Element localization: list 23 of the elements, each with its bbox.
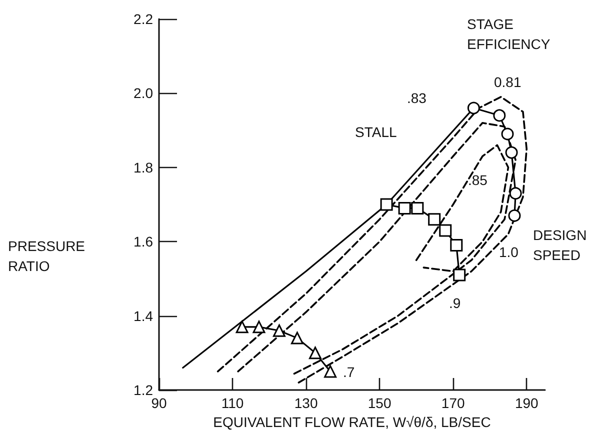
- x-tick-label: 190: [514, 395, 539, 411]
- annotation: STAGE EFFICIENCY: [467, 16, 551, 52]
- x-tick-label: 110: [221, 395, 244, 411]
- x-tick-label: 130: [294, 395, 318, 411]
- x-tick-label: 90: [151, 395, 167, 411]
- annotation: 1.0: [499, 244, 519, 260]
- annotation: .9: [449, 295, 461, 311]
- y-tick-label: 1.4: [134, 308, 154, 324]
- annotation: .83: [407, 90, 427, 106]
- x-tick-label: 170: [441, 395, 465, 411]
- annotation: DESIGN SPEED: [533, 227, 587, 263]
- x-axis-title: EQUIVALENT FLOW RATE, W√θ/δ, LB/SEC: [213, 414, 491, 430]
- y-tick-label: 2.0: [134, 85, 154, 102]
- annotation: .85: [468, 172, 488, 188]
- y-tick-label: 2.2: [134, 11, 154, 27]
- annotation: STALL: [355, 124, 397, 140]
- y-tick-label: 1.2: [134, 382, 154, 398]
- annotation: 0.81: [494, 74, 522, 90]
- x-tick-label: 150: [368, 395, 392, 411]
- y-axis-title: PRESSURE RATIO: [8, 238, 86, 274]
- y-tick-label: 1.6: [134, 234, 154, 250]
- y-tick-label: 1.8: [134, 159, 154, 176]
- annotation: .7: [343, 364, 355, 380]
